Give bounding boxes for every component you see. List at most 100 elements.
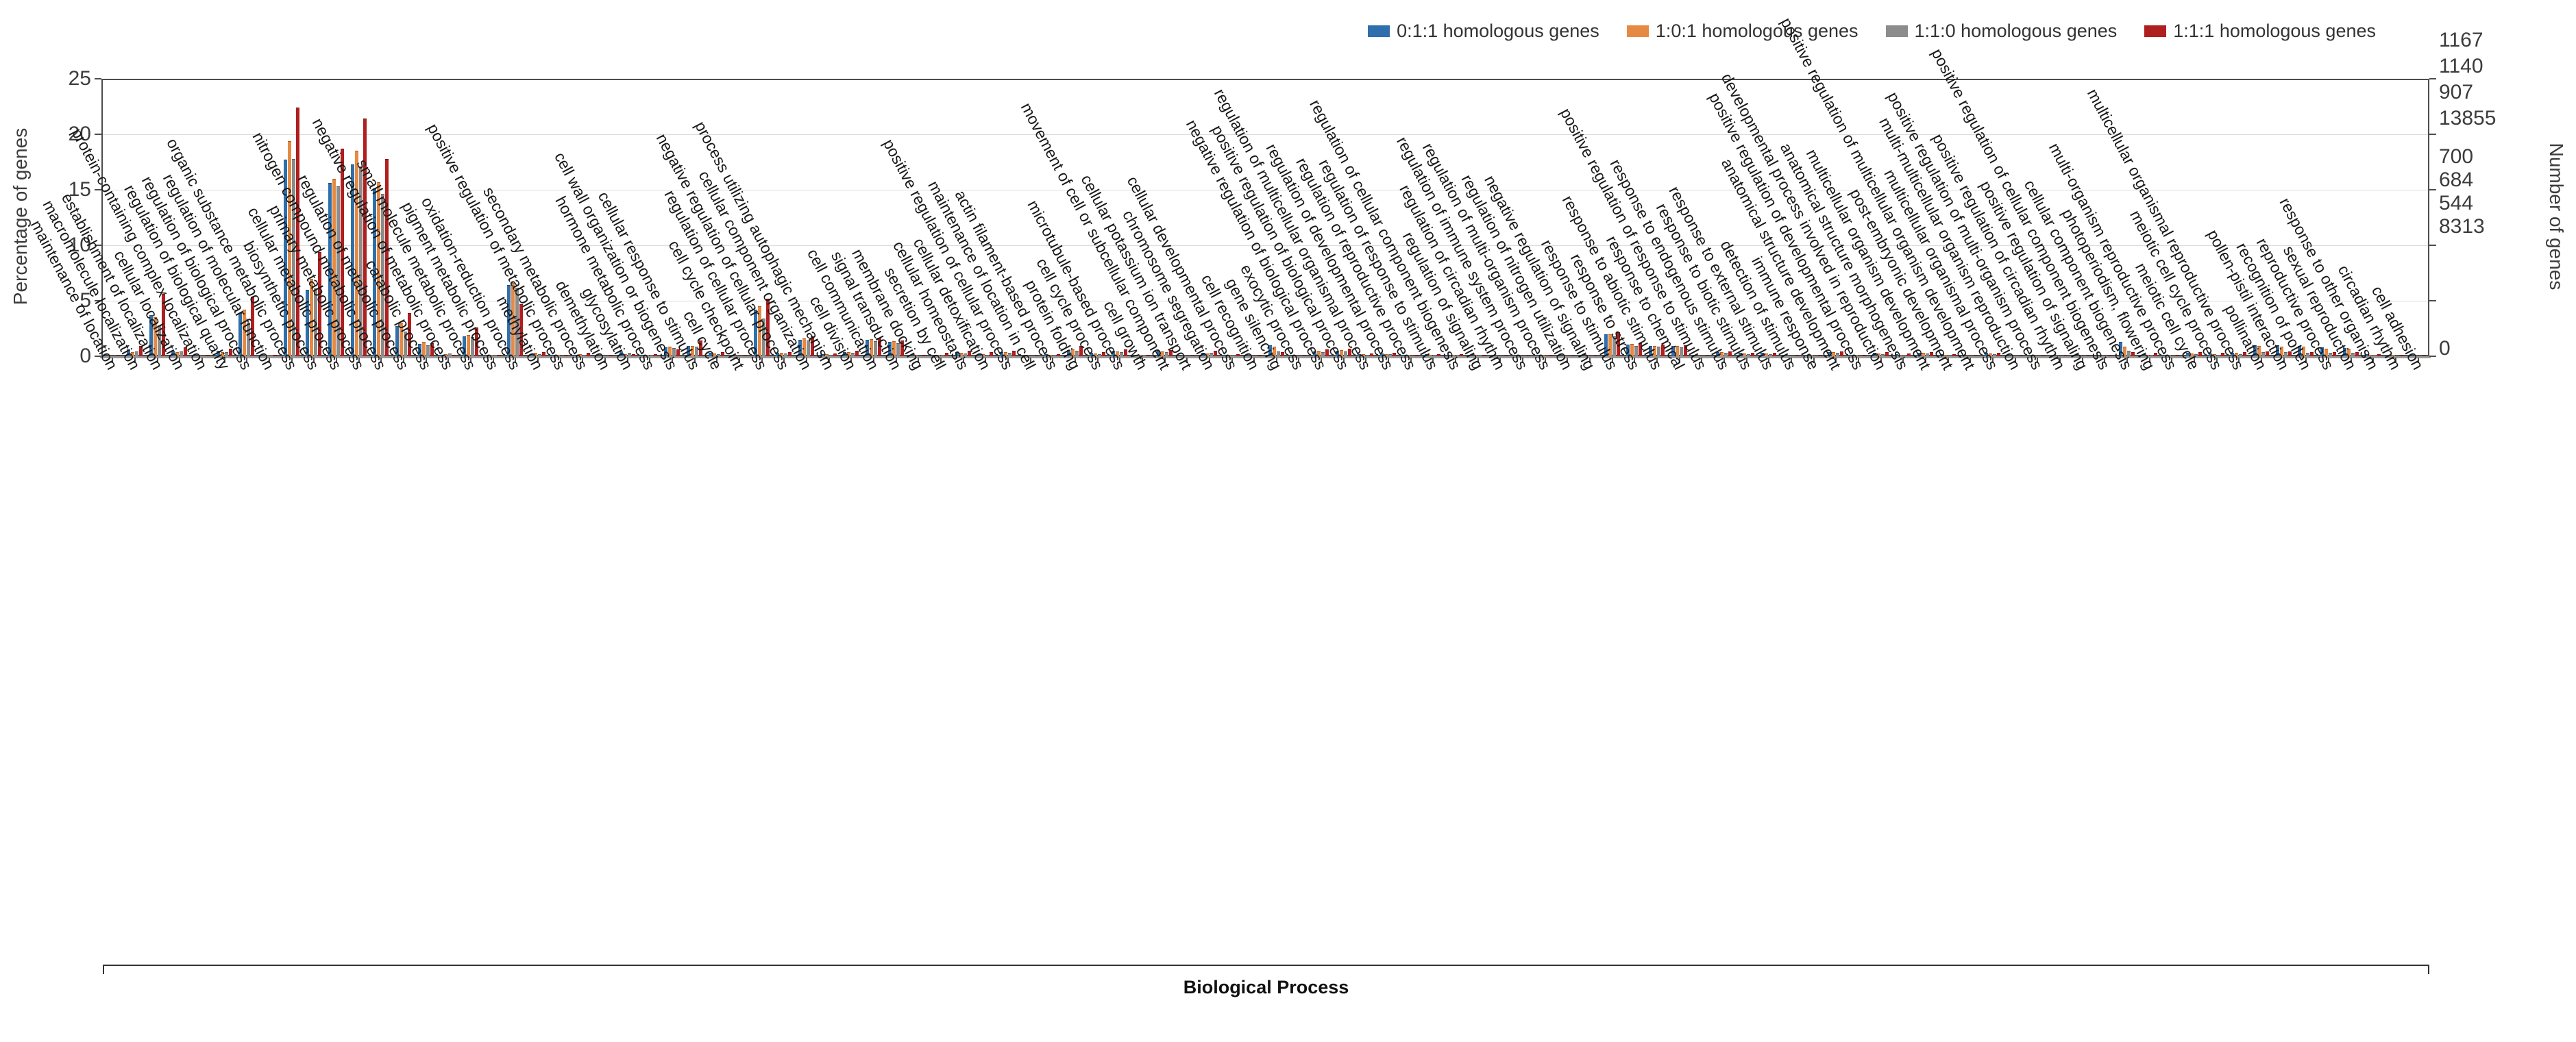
right-tick-25 <box>2429 78 2436 79</box>
legend-label-101: 1:0:1 homologous genes <box>1655 21 1859 41</box>
bar-1:1:0-61 <box>1456 355 1460 356</box>
bar-0:1:1-30 <box>753 309 757 356</box>
bar-1:0:1-82 <box>1922 353 1926 356</box>
category-tick <box>291 358 293 363</box>
category-tick <box>1992 358 1994 363</box>
bar-1:0:1-17 <box>466 335 470 356</box>
category-tick <box>1724 358 1726 363</box>
bar-1:1:0-69 <box>1634 345 1639 356</box>
bar-1:0:1-62 <box>1473 354 1477 356</box>
bar-1:0:1-31 <box>780 353 784 356</box>
category-tick <box>2395 358 2396 363</box>
bar-0:1:1-52 <box>1246 355 1250 356</box>
bar-1:1:0-80 <box>1880 353 1885 356</box>
category-tick <box>582 358 584 363</box>
bar-1:0:1-57 <box>1362 353 1366 356</box>
bar-1:0:1-78 <box>1832 352 1836 356</box>
bar-1:1:1-7 <box>251 296 255 356</box>
bar-0:1:1-17 <box>462 336 466 356</box>
category-tick <box>940 358 942 363</box>
category-tick <box>1947 358 1949 363</box>
bar-0:1:1-26 <box>663 347 667 356</box>
left-tick-label-5: 5 <box>79 289 91 312</box>
category-tick <box>1678 358 1680 363</box>
bar-0:1:1-47 <box>1133 355 1138 356</box>
category-tick <box>1208 358 1210 363</box>
bar-1:1:0-18 <box>493 355 497 356</box>
bar-0:1:1-82 <box>1917 353 1922 356</box>
bar-0:1:1-65 <box>1536 355 1541 356</box>
category-tick <box>313 358 315 363</box>
category-tick <box>201 358 203 363</box>
bar-1:0:1-81 <box>1899 354 1903 356</box>
bar-1:1:1-94 <box>2198 352 2203 356</box>
bar-0:1:1-68 <box>1604 334 1608 356</box>
category-tick <box>469 358 471 363</box>
bar-1:1:0-35 <box>873 341 877 356</box>
bar-1:0:1-35 <box>869 338 873 356</box>
gridline-20 <box>101 134 2429 135</box>
category-tick <box>1880 358 1882 363</box>
bar-1:1:1-50 <box>1213 350 1217 356</box>
bar-0:1:1-80 <box>1872 353 1876 356</box>
bar-0:1:1-31 <box>776 353 780 356</box>
bar-1:1:0-91 <box>2127 350 2131 356</box>
bar-0:1:1-57 <box>1358 353 1362 356</box>
category-tick <box>1074 358 1076 363</box>
bar-1:1:1-71 <box>1683 345 1687 356</box>
bar-1:0:1-40 <box>981 353 985 356</box>
bar-1:1:0-30 <box>761 318 765 356</box>
bar-0:1:1-33 <box>820 353 824 356</box>
bar-0:1:1-40 <box>977 353 981 356</box>
category-tick <box>179 358 181 363</box>
bar-0:1:1-39 <box>955 352 959 356</box>
bar-1:1:1-11 <box>340 149 344 356</box>
bar-1:1:0-68 <box>1612 336 1616 356</box>
right-tick-5 <box>2429 300 2436 301</box>
legend-item-110: 1:1:0 homologous genes <box>1885 21 2117 42</box>
bar-0:1:1-102 <box>2365 353 2369 356</box>
bracket-end-right <box>2428 965 2429 974</box>
bar-0:1:1-22 <box>574 354 578 356</box>
bar-1:1:0-46 <box>1120 351 1124 356</box>
bar-1:0:1-44 <box>1070 349 1075 356</box>
bar-1:0:1-26 <box>667 347 672 356</box>
right-tick-10 <box>2429 245 2436 246</box>
bar-1:1:0-15 <box>426 345 430 356</box>
bar-1:1:1-70 <box>1661 344 1665 356</box>
legend-item-011: 0:1:1 homologous genes <box>1368 21 1599 42</box>
bar-0:1:1-34 <box>843 351 847 356</box>
category-tick <box>1164 358 1166 363</box>
bar-1:0:1-101 <box>2346 349 2351 356</box>
bar-1:1:0-13 <box>381 194 385 356</box>
bar-1:1:0-39 <box>963 353 967 356</box>
right-axis-number-1167: 1167 <box>2439 29 2483 51</box>
bar-0:1:1-79 <box>1850 355 1854 356</box>
category-tick <box>246 358 248 363</box>
bar-1:1:0-10 <box>314 288 318 356</box>
bar-1:1:1-23 <box>609 355 613 356</box>
bar-0:1:1-73 <box>1716 351 1720 356</box>
category-tick <box>2372 358 2375 363</box>
bar-1:0:1-30 <box>757 306 761 356</box>
category-tick <box>2328 358 2329 363</box>
category-tick <box>1902 358 1904 363</box>
bar-0:1:1-56 <box>1335 350 1339 356</box>
category-tick <box>1656 358 1658 363</box>
bar-1:0:1-53 <box>1272 347 1276 356</box>
category-tick <box>761 358 763 363</box>
bar-1:1:1-57 <box>1370 353 1374 356</box>
bar-1:1:1-14 <box>407 312 411 356</box>
bar-1:1:0-56 <box>1343 351 1347 356</box>
category-tick <box>2059 358 2061 363</box>
bar-0:1:1-36 <box>887 341 892 356</box>
bar-0:1:1-61 <box>1447 355 1451 356</box>
bar-0:1:1-50 <box>1201 353 1205 356</box>
category-tick <box>1365 358 1367 363</box>
category-tick <box>2305 358 2307 363</box>
bar-1:1:0-47 <box>1142 355 1146 356</box>
bar-1:1:0-22 <box>582 354 587 356</box>
bar-1:1:1-101 <box>2355 352 2359 356</box>
bar-1:0:1-55 <box>1317 350 1321 356</box>
category-tick <box>2126 358 2129 363</box>
